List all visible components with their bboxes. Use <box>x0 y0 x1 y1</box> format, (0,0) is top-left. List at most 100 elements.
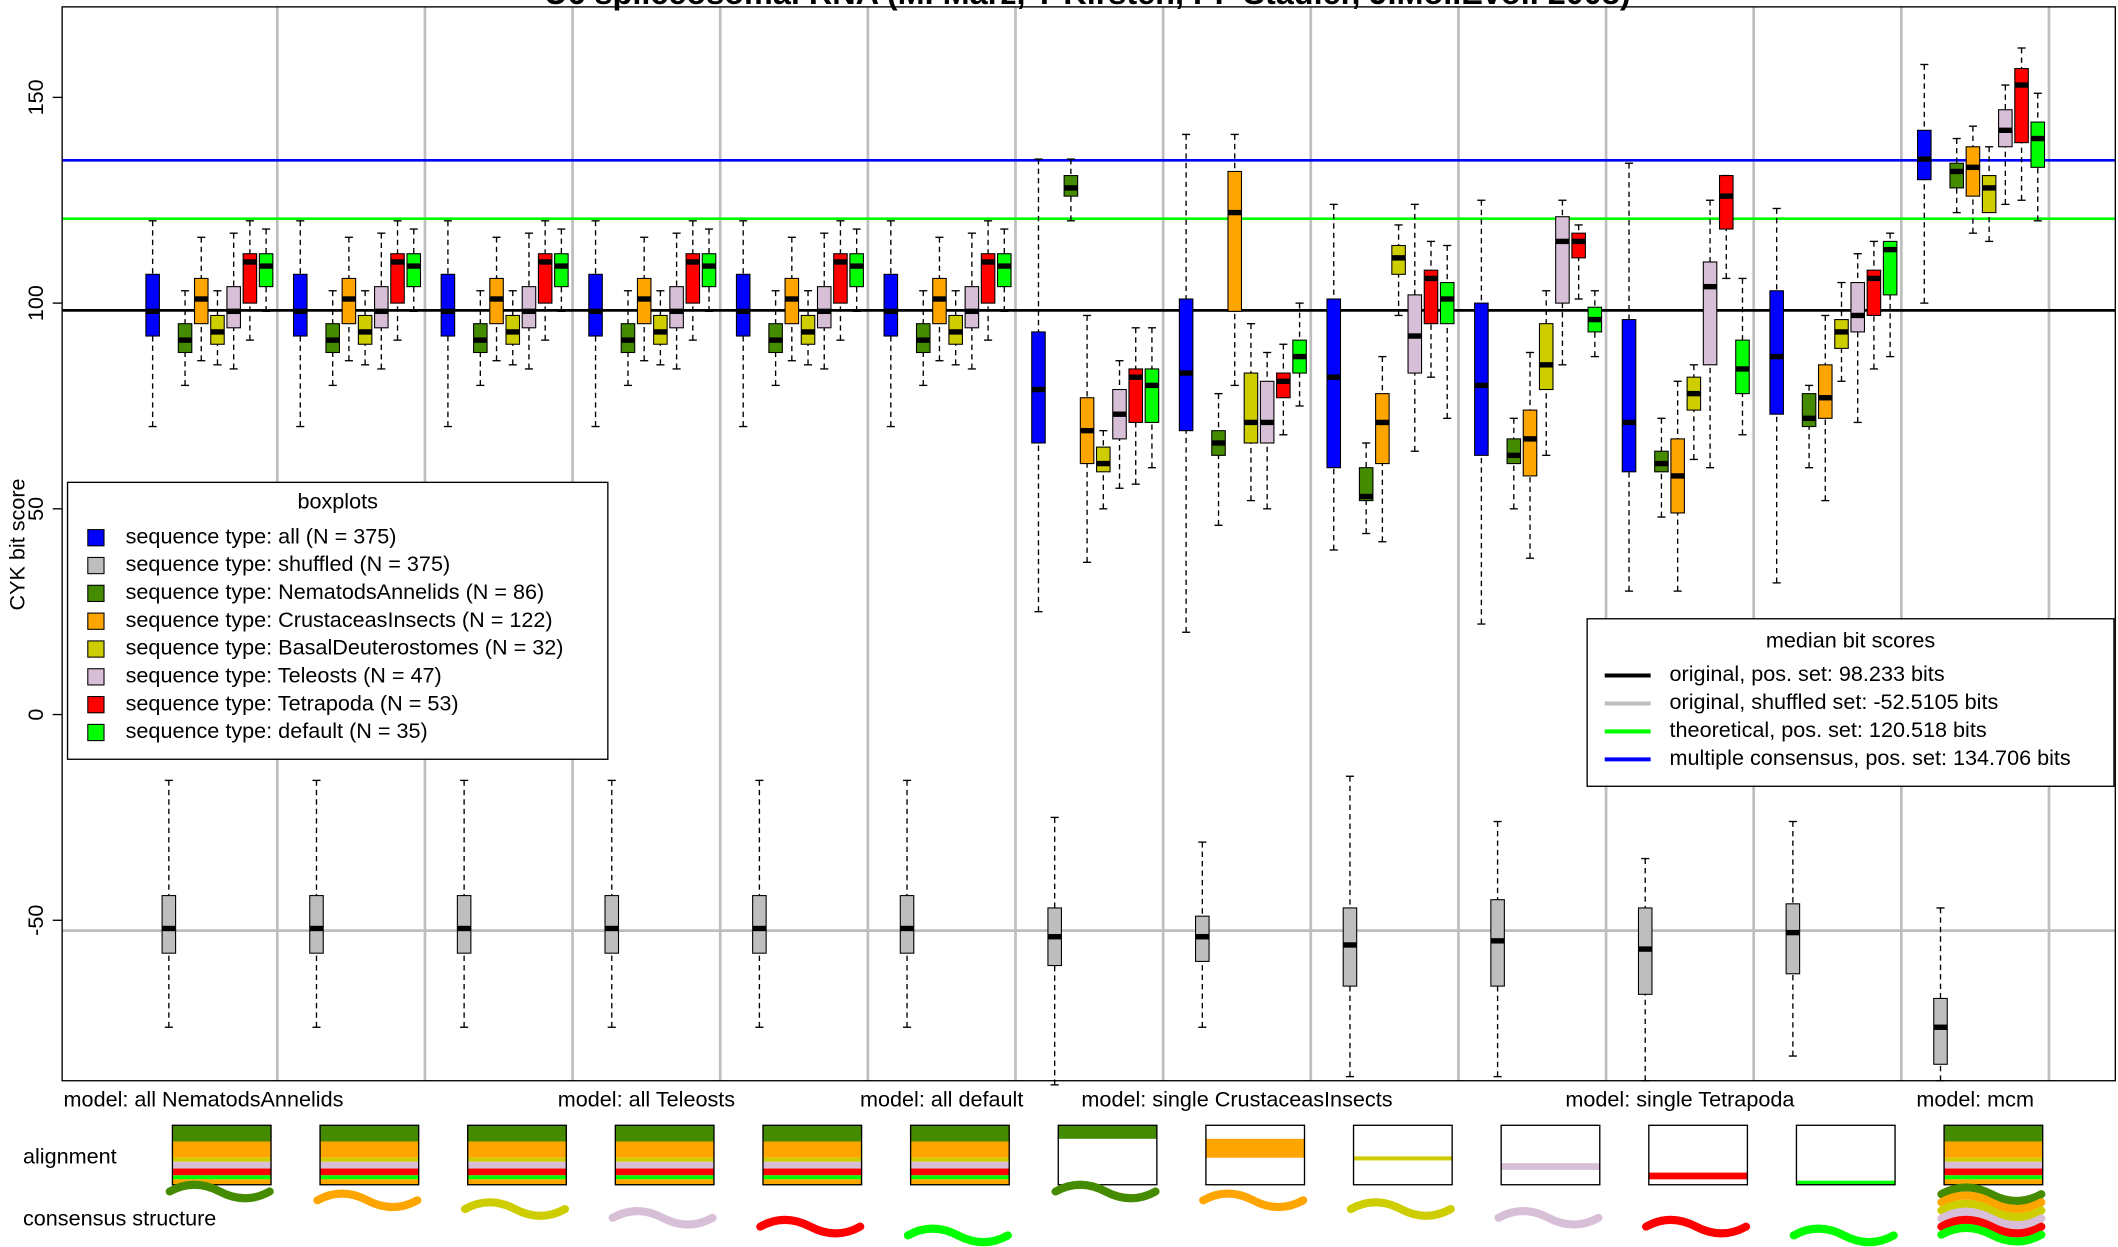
box-body <box>1096 446 1111 473</box>
alignment-band <box>910 1168 1010 1176</box>
box-body <box>226 286 241 329</box>
box <box>1259 351 1275 510</box>
legend-label: sequence type: NematodsAnnelids (N = 86) <box>126 579 545 604</box>
alignment-box <box>1352 1124 1453 1186</box>
consensus-wave <box>1494 1207 1603 1229</box>
box-body <box>1866 269 1882 316</box>
box-body <box>374 286 389 329</box>
alignment-band <box>467 1175 567 1180</box>
alignment-band <box>1944 1175 2043 1180</box>
alignment-band <box>762 1141 862 1158</box>
box-body <box>833 253 848 304</box>
box <box>1637 857 1653 1082</box>
box <box>1227 133 1243 387</box>
box-body <box>1474 302 1489 456</box>
consensus-wave <box>460 1198 570 1220</box>
box-body <box>1702 261 1718 366</box>
box <box>588 220 603 428</box>
alignment-band <box>910 1125 1010 1142</box>
box <box>258 228 274 313</box>
alignment-band <box>615 1141 714 1158</box>
x-tick-label: model: single Tetrapoda <box>1565 1087 1795 1112</box>
alignment-band <box>467 1125 567 1142</box>
row-label: consensus structure <box>23 1206 216 1231</box>
box <box>537 220 553 341</box>
box-body <box>752 895 767 954</box>
box-body <box>849 253 864 288</box>
box <box>390 220 405 341</box>
box <box>1538 290 1554 457</box>
box <box>1834 281 1849 382</box>
box <box>948 290 963 366</box>
box <box>521 232 537 370</box>
legend-label: multiple consensus, pos. set: 134.706 bi… <box>1670 745 2071 770</box>
box-body <box>604 895 620 954</box>
box <box>456 779 472 1028</box>
box <box>1407 203 1423 452</box>
box <box>1144 327 1160 469</box>
box <box>816 232 832 370</box>
box <box>1522 351 1538 559</box>
plot-frame <box>61 6 2116 1082</box>
legend-box <box>66 481 609 760</box>
box <box>161 779 177 1028</box>
box <box>849 228 864 313</box>
box-body <box>161 895 177 954</box>
box <box>752 779 767 1028</box>
alignment-band <box>320 1179 419 1185</box>
box-body <box>2014 68 2029 144</box>
box-body <box>1981 175 1997 214</box>
box <box>1096 429 1111 510</box>
box <box>1571 224 1586 300</box>
box <box>1326 203 1342 551</box>
alignment-band <box>1944 1179 2043 1185</box>
legend-box <box>1586 618 2115 787</box>
box <box>554 228 569 313</box>
box <box>1375 355 1390 543</box>
box <box>784 236 800 362</box>
alignment-band <box>615 1175 714 1180</box>
box <box>505 290 521 366</box>
alignment-box <box>1795 1124 1896 1186</box>
x-tick-label: model: all Teleosts <box>558 1087 736 1112</box>
box-body <box>735 273 751 337</box>
alignment-box <box>467 1124 567 1186</box>
box-body <box>406 253 422 288</box>
box <box>1917 63 1932 304</box>
box <box>1670 380 1685 592</box>
alignment-band <box>320 1157 419 1162</box>
alignment-band <box>320 1175 419 1180</box>
alignment-band <box>1058 1125 1157 1139</box>
box-body <box>390 253 405 304</box>
legend-title: boxplots <box>297 488 378 513</box>
box-body <box>1276 372 1291 399</box>
consensus-wave <box>313 1189 422 1212</box>
box <box>1949 137 1965 214</box>
box-body <box>588 273 603 337</box>
consensus-wave <box>1937 1183 2046 1205</box>
alignment-band <box>910 1175 1010 1180</box>
consensus-wave <box>1937 1215 2046 1238</box>
box <box>1621 162 1637 592</box>
box <box>2014 47 2029 201</box>
box <box>735 220 751 428</box>
box-body <box>1571 232 1586 259</box>
box-body <box>1621 319 1637 473</box>
alignment-band <box>1501 1163 1600 1170</box>
box-body <box>440 273 456 337</box>
alignment-band <box>1796 1180 1896 1185</box>
alignment-box <box>1943 1124 2044 1186</box>
legend: median bit scores original, pos. set: 98.… <box>1586 618 2115 787</box>
alignment-band <box>320 1168 419 1176</box>
consensus-wave <box>165 1180 274 1203</box>
box-body <box>899 895 915 954</box>
alignment-band <box>762 1157 862 1162</box>
box <box>1654 417 1669 518</box>
box <box>768 290 783 387</box>
box-body <box>669 286 684 329</box>
box <box>473 290 488 387</box>
box-body <box>1375 393 1390 465</box>
box <box>932 236 947 362</box>
legend-label: sequence type: Teleosts (N = 47) <box>126 663 442 688</box>
consensus-wave <box>1642 1215 1751 1238</box>
